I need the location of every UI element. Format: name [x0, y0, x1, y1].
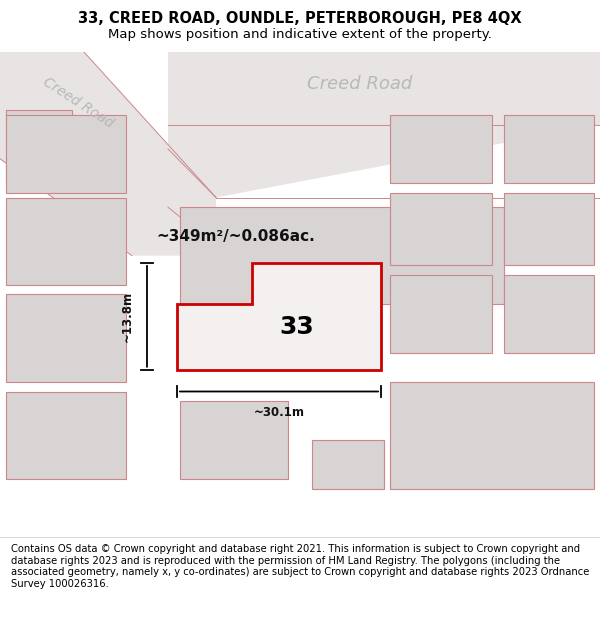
Text: ~30.1m: ~30.1m [254, 406, 305, 419]
Bar [504, 275, 594, 352]
Text: ~349m²/~0.086ac.: ~349m²/~0.086ac. [156, 229, 315, 244]
Bar [390, 115, 492, 183]
Bar [390, 382, 594, 489]
Bar [504, 192, 594, 266]
Text: 33, CREED ROAD, OUNDLE, PETERBOROUGH, PE8 4QX: 33, CREED ROAD, OUNDLE, PETERBOROUGH, PE… [78, 11, 522, 26]
Bar [6, 198, 126, 285]
Text: Contains OS data © Crown copyright and database right 2021. This information is : Contains OS data © Crown copyright and d… [11, 544, 589, 589]
Polygon shape [168, 52, 600, 198]
Polygon shape [0, 52, 216, 256]
Text: ~13.8m: ~13.8m [121, 291, 134, 342]
Bar [504, 115, 594, 183]
Bar [390, 192, 492, 266]
Polygon shape [177, 263, 381, 369]
Text: 33: 33 [280, 315, 314, 339]
Bar [180, 401, 288, 479]
Bar [6, 115, 126, 192]
Text: Creed Road: Creed Road [307, 74, 413, 92]
Bar [6, 391, 126, 479]
Polygon shape [6, 110, 72, 183]
Bar [312, 440, 384, 489]
Text: Map shows position and indicative extent of the property.: Map shows position and indicative extent… [108, 28, 492, 41]
Text: Creed Road: Creed Road [40, 75, 116, 131]
Polygon shape [168, 139, 216, 246]
Bar [180, 208, 504, 304]
Bar [6, 294, 126, 382]
Bar [390, 275, 492, 352]
